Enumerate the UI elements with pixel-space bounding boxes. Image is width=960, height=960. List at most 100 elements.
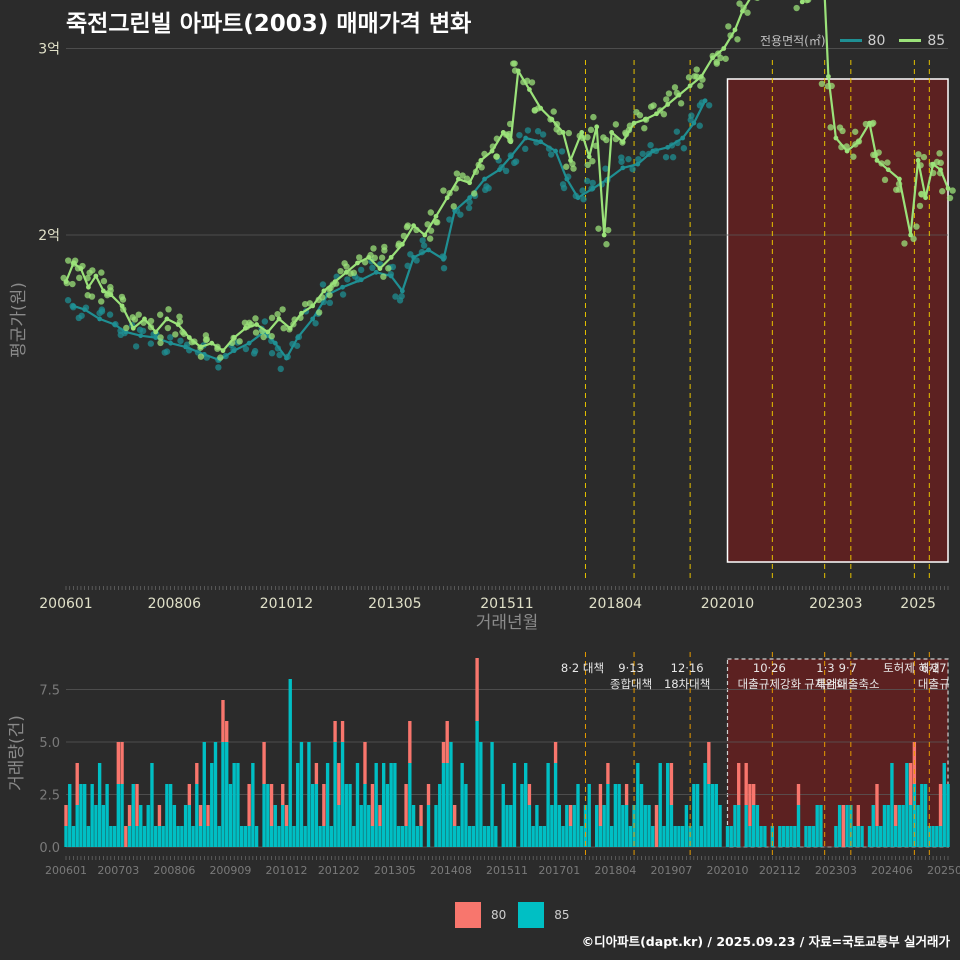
bar-85 — [796, 805, 801, 847]
series-point-85 — [721, 46, 727, 51]
bar-80 — [281, 784, 285, 805]
bar-85 — [322, 826, 326, 847]
policy-annotation: 특례대출축소 — [816, 677, 879, 691]
scatter-point-80 — [147, 340, 155, 347]
scatter-point-85 — [528, 79, 536, 86]
bar-85 — [165, 784, 169, 847]
scatter-point-85 — [385, 265, 392, 272]
scatter-point-85 — [881, 176, 889, 184]
bar-80 — [475, 658, 479, 721]
scatter-point-85 — [268, 333, 275, 340]
bar-85 — [452, 826, 457, 847]
series-point-85 — [366, 254, 372, 260]
bar-80 — [75, 763, 79, 805]
legend-box-80 — [455, 902, 481, 928]
series-point-85 — [209, 340, 215, 346]
bar-85 — [415, 826, 419, 847]
scatter-point-85 — [744, 9, 751, 16]
bar-80 — [796, 784, 801, 805]
bar-85 — [781, 826, 786, 847]
series-point-80 — [590, 185, 596, 191]
series-point-85 — [355, 260, 360, 266]
bar-85 — [834, 826, 838, 847]
scatter-point-85 — [915, 151, 922, 158]
series-point-80 — [508, 154, 514, 160]
bar-85 — [908, 805, 913, 847]
bar-85 — [557, 805, 562, 847]
bar-85 — [408, 763, 412, 847]
bar-85 — [621, 805, 625, 847]
bar-85 — [666, 763, 670, 847]
bar-85 — [725, 826, 730, 847]
scatter-point-80 — [251, 347, 259, 355]
bar-85 — [120, 784, 124, 847]
x-tick-label-bottom: 200703 — [97, 864, 139, 877]
scatter-point-80 — [669, 154, 677, 161]
bar-85 — [565, 805, 569, 847]
bar-85 — [355, 763, 360, 847]
series-point-85 — [276, 316, 282, 322]
scatter-point-85 — [260, 333, 267, 341]
bar-85 — [942, 763, 946, 847]
bar-85 — [602, 805, 606, 847]
bar-80 — [333, 721, 337, 742]
series-point-85 — [175, 322, 181, 327]
scatter-point-80 — [106, 311, 114, 318]
scatter-point-85 — [920, 153, 928, 161]
scatter-point-85 — [913, 223, 920, 230]
series-point-85 — [579, 130, 585, 135]
scatter-point-85 — [946, 194, 954, 202]
bar-85 — [695, 784, 700, 847]
bar-85 — [636, 763, 640, 847]
bar-80 — [445, 721, 449, 763]
bar-85 — [176, 826, 180, 847]
series-point-80 — [295, 335, 301, 340]
bar-80 — [370, 784, 375, 826]
bar-80 — [157, 805, 162, 826]
scatter-point-85 — [949, 187, 956, 194]
y-tick-label-top: 3억 — [38, 42, 60, 58]
scatter-point-85 — [135, 311, 142, 318]
scatter-point-80 — [396, 297, 404, 304]
y-tick-label-bottom: 2.5 — [39, 789, 60, 804]
legend-swatch-85 — [899, 39, 922, 42]
scatter-point-80 — [440, 264, 448, 272]
scatter-point-80 — [261, 318, 269, 325]
scatter-point-85 — [604, 226, 612, 234]
bar-85 — [333, 742, 337, 847]
scatter-point-80 — [516, 131, 523, 139]
series-point-85 — [515, 68, 521, 74]
series-point-85 — [254, 322, 260, 327]
scatter-point-80 — [534, 128, 542, 135]
bar-80 — [908, 763, 913, 805]
bar-85 — [546, 763, 550, 847]
scatter-point-85 — [370, 245, 377, 252]
bar-85 — [520, 784, 524, 847]
x-tick-label-bottom: 201701 — [538, 864, 580, 877]
series-point-85 — [93, 273, 99, 279]
bar-85 — [938, 826, 943, 847]
bar-85 — [206, 826, 210, 847]
scatter-point-85 — [274, 310, 281, 318]
bar-80 — [363, 742, 367, 784]
bar-85 — [71, 826, 76, 847]
scatter-point-80 — [647, 141, 654, 149]
scatter-point-80 — [132, 343, 140, 350]
bar-85 — [68, 784, 72, 847]
bar-85 — [191, 826, 195, 847]
bar-85 — [606, 784, 610, 847]
series-point-85 — [78, 266, 84, 271]
bar-85 — [284, 826, 289, 847]
scatter-point-85 — [734, 36, 741, 43]
scatter-point-85 — [590, 113, 597, 121]
scatter-point-85 — [69, 280, 76, 288]
bar-85 — [737, 805, 741, 847]
policy-annotation: 12·16 — [671, 661, 704, 675]
bar-85 — [890, 763, 894, 847]
policy-annotation: 18차대책 — [664, 677, 710, 691]
scatter-point-80 — [457, 211, 464, 218]
series-point-80 — [112, 322, 117, 327]
bar-85 — [647, 805, 651, 847]
scatter-point-80 — [446, 216, 453, 223]
bar-80 — [553, 742, 558, 763]
